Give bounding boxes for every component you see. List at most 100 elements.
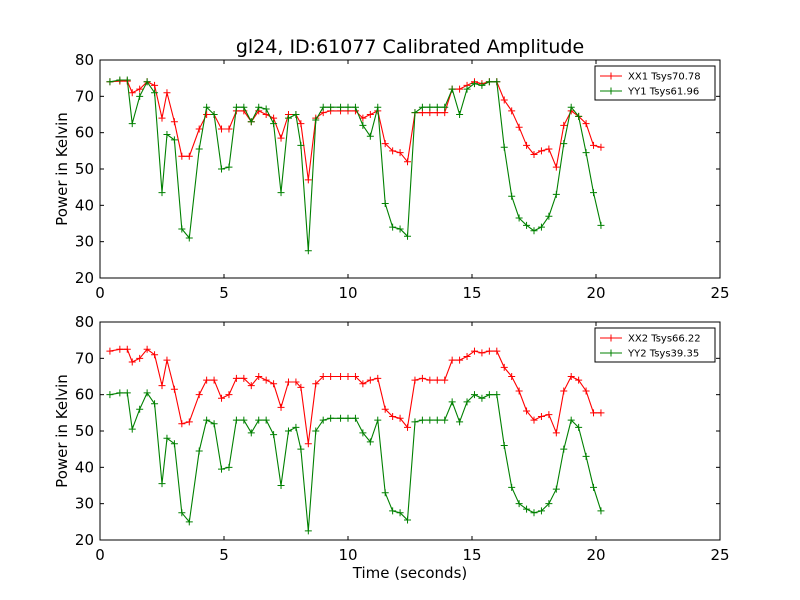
data-point bbox=[389, 147, 397, 155]
x-tick-label: 10 bbox=[338, 284, 357, 302]
x-tick-label: 15 bbox=[462, 284, 481, 302]
series-2-2 bbox=[106, 389, 605, 535]
series-line bbox=[109, 391, 602, 531]
data-point bbox=[515, 123, 523, 131]
data-point bbox=[232, 103, 240, 111]
data-point bbox=[158, 114, 166, 122]
data-point bbox=[590, 483, 598, 491]
data-point bbox=[262, 416, 270, 424]
data-point bbox=[163, 434, 171, 442]
data-point bbox=[344, 103, 352, 111]
data-point bbox=[240, 103, 248, 111]
data-point bbox=[225, 391, 233, 399]
data-point bbox=[225, 463, 233, 471]
data-point bbox=[493, 391, 501, 399]
data-point bbox=[537, 412, 545, 420]
panel-1: 0 5 10 15 20 25 20 30 40 50 60 70 80 Power in Kelvin X… bbox=[53, 51, 730, 302]
data-point bbox=[106, 78, 114, 86]
data-point bbox=[270, 120, 278, 128]
data-point bbox=[151, 351, 159, 359]
data-point bbox=[351, 373, 359, 380]
data-point bbox=[203, 416, 211, 424]
data-point bbox=[463, 353, 471, 361]
data-point bbox=[478, 394, 486, 402]
data-point bbox=[590, 189, 598, 197]
y-axis-label: Power in Kelvin bbox=[53, 374, 71, 488]
data-point bbox=[210, 420, 218, 428]
data-point bbox=[396, 414, 404, 422]
data-point bbox=[537, 223, 545, 231]
data-point bbox=[560, 387, 568, 395]
data-point bbox=[404, 232, 412, 240]
data-point bbox=[232, 374, 240, 382]
data-point bbox=[545, 212, 553, 220]
data-point bbox=[136, 92, 144, 100]
data-point bbox=[575, 423, 583, 431]
data-point bbox=[463, 398, 471, 406]
data-point bbox=[277, 134, 285, 142]
data-point bbox=[508, 192, 516, 200]
data-point bbox=[500, 363, 508, 371]
data-point bbox=[381, 200, 389, 208]
data-point bbox=[170, 385, 178, 393]
data-point bbox=[123, 76, 131, 84]
data-point bbox=[359, 121, 367, 129]
data-point bbox=[537, 147, 545, 155]
data-point bbox=[277, 482, 285, 489]
y-tick-label: 60 bbox=[75, 386, 94, 404]
data-point bbox=[297, 383, 305, 391]
x-axis-label: Time (seconds) bbox=[352, 564, 468, 582]
data-point bbox=[493, 347, 501, 355]
data-point bbox=[247, 382, 255, 390]
x-tick-label: 5 bbox=[219, 546, 229, 564]
legend-marker bbox=[607, 72, 615, 80]
data-point bbox=[500, 143, 508, 151]
data-point bbox=[116, 389, 124, 397]
data-point bbox=[359, 114, 367, 122]
data-point bbox=[170, 440, 178, 448]
data-point bbox=[567, 373, 575, 380]
data-point bbox=[255, 373, 263, 380]
data-point bbox=[270, 380, 278, 388]
data-point bbox=[389, 223, 397, 231]
data-point bbox=[381, 489, 389, 497]
data-point bbox=[304, 440, 312, 448]
data-point bbox=[381, 140, 389, 148]
data-point bbox=[463, 85, 471, 93]
data-point bbox=[128, 358, 136, 366]
data-point bbox=[493, 78, 501, 86]
series-1-2 bbox=[106, 76, 605, 255]
data-point bbox=[327, 414, 335, 422]
data-point bbox=[441, 376, 449, 384]
data-point bbox=[284, 114, 292, 122]
data-point bbox=[158, 382, 166, 390]
data-point bbox=[319, 103, 327, 111]
data-point bbox=[337, 373, 345, 380]
data-point bbox=[470, 80, 478, 88]
data-point bbox=[203, 103, 211, 111]
data-point bbox=[143, 389, 151, 397]
data-point bbox=[374, 103, 382, 111]
data-point bbox=[218, 165, 226, 173]
data-point bbox=[552, 485, 560, 493]
legend-label: YY1 Tsys61.96 bbox=[627, 87, 699, 98]
data-point bbox=[441, 416, 449, 424]
data-point bbox=[277, 189, 285, 197]
series-line bbox=[109, 348, 601, 444]
data-point bbox=[255, 103, 263, 111]
data-point bbox=[530, 150, 538, 158]
series-1-1 bbox=[106, 78, 605, 184]
legend: XX2 Tsys66.22 YY2 Tsys39.35 bbox=[594, 327, 716, 363]
data-point bbox=[418, 103, 426, 111]
data-point bbox=[560, 121, 568, 129]
data-point bbox=[448, 356, 456, 364]
data-point bbox=[185, 418, 193, 426]
data-point bbox=[351, 103, 359, 111]
data-point bbox=[106, 347, 114, 355]
data-point bbox=[404, 158, 412, 166]
data-point bbox=[292, 378, 300, 386]
data-point bbox=[351, 414, 359, 422]
data-point bbox=[185, 234, 193, 242]
data-point bbox=[597, 221, 605, 229]
data-point bbox=[433, 416, 441, 424]
